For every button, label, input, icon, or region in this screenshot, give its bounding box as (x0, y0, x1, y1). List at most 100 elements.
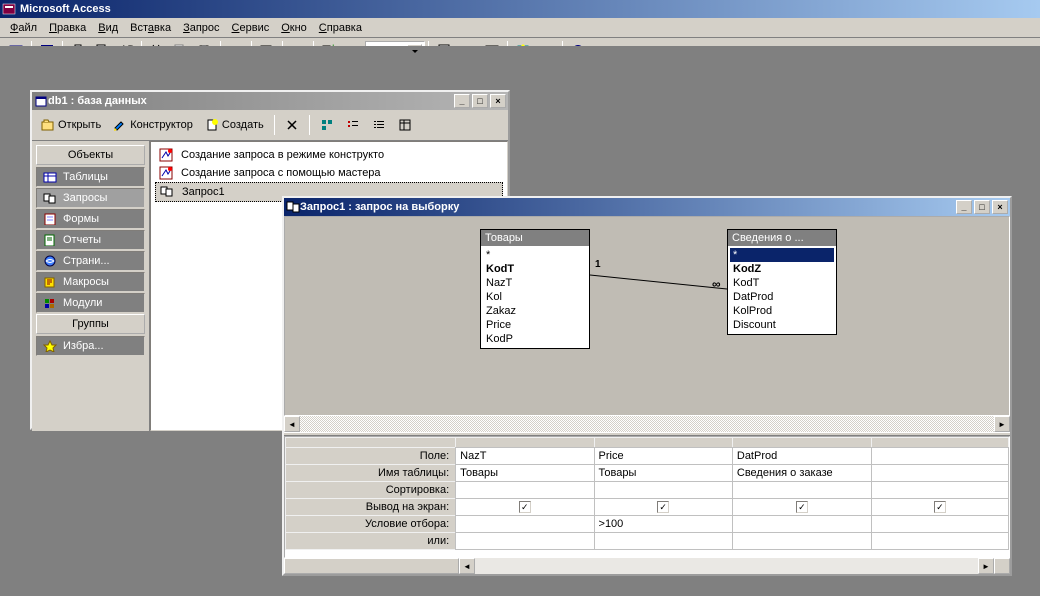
col-selector-0[interactable] (456, 438, 594, 448)
db-largeicons-btn[interactable] (316, 114, 338, 136)
col-selector-2[interactable] (732, 438, 871, 448)
db-design-btn[interactable]: Конструктор (108, 115, 198, 135)
tbl2-field-DatProd[interactable]: DatProd (730, 290, 834, 304)
grid-rowhdr-5: или: (286, 533, 456, 550)
menu-edit[interactable]: Правка (43, 20, 92, 36)
grid-cell-3-1[interactable]: ✓ (594, 499, 732, 516)
sidebar-item-1[interactable]: Запросы (36, 188, 145, 208)
col-selector-3[interactable] (871, 438, 1008, 448)
dbwin-titlebar[interactable]: db1 : база данных _ □ × (32, 92, 508, 110)
tbl1-field-NazT[interactable]: NazT (483, 276, 587, 290)
table-svedeniya-header[interactable]: Сведения о ... (728, 230, 836, 246)
grid-cell-1-0[interactable]: Товары (456, 465, 594, 482)
show-checkbox-0[interactable]: ✓ (519, 501, 531, 513)
grid-cell-4-2[interactable] (732, 516, 871, 533)
db-new-btn[interactable]: Создать (200, 115, 269, 135)
tbl1-field-KodT[interactable]: KodT (483, 262, 587, 276)
tbl2-field-KodT[interactable]: KodT (730, 276, 834, 290)
dbwin-max[interactable]: □ (472, 94, 488, 108)
list-item-0[interactable]: Создание запроса в режиме конструкто (155, 146, 503, 164)
grid-scroll-left-icon[interactable]: ◄ (459, 558, 475, 574)
table-svedeniya[interactable]: Сведения о ... *KodZKodTDatProdKolProdDi… (727, 229, 837, 335)
diagram-hscroll[interactable]: ◄ ► (284, 416, 1010, 432)
tbl1-field-Price[interactable]: Price (483, 318, 587, 332)
menu-help[interactable]: Справка (313, 20, 368, 36)
tbl2-field-KodZ[interactable]: KodZ (730, 262, 834, 276)
scroll-left-icon[interactable]: ◄ (284, 416, 300, 432)
db-delete-btn[interactable] (281, 114, 303, 136)
grid-cell-2-3[interactable] (871, 482, 1008, 499)
sidebar-item-4[interactable]: Страни... (36, 251, 145, 271)
tbl2-field-Discount[interactable]: Discount (730, 318, 834, 332)
db-groups-header[interactable]: Группы (36, 314, 145, 334)
menu-file[interactable]: Файл (4, 20, 43, 36)
query-icon (286, 200, 300, 214)
menu-insert[interactable]: Вставка (124, 20, 177, 36)
tbl2-field-KolProd[interactable]: KolProd (730, 304, 834, 318)
scroll-right-icon[interactable]: ► (994, 416, 1010, 432)
table-tovary-header[interactable]: Товары (481, 230, 589, 246)
qwin-close[interactable]: × (992, 200, 1008, 214)
show-checkbox-2[interactable]: ✓ (796, 501, 808, 513)
list-item-1[interactable]: Создание запроса с помощью мастера (155, 164, 503, 182)
grid-cell-2-0[interactable] (456, 482, 594, 499)
grid-cell-4-1[interactable]: >100 (594, 516, 732, 533)
menu-tools[interactable]: Сервис (226, 20, 276, 36)
grid-cell-3-3[interactable]: ✓ (871, 499, 1008, 516)
tbl1-field-Zakaz[interactable]: Zakaz (483, 304, 587, 318)
grid-cell-5-3[interactable] (871, 533, 1008, 550)
sidebar-item-2[interactable]: Формы (36, 209, 145, 229)
qwin-titlebar[interactable]: Запрос1 : запрос на выборку _ □ × (284, 198, 1010, 216)
grid-cell-0-3[interactable] (871, 448, 1008, 465)
grid-rowhdr-2: Сортировка: (286, 482, 456, 499)
grid-scroll-right-icon[interactable]: ► (978, 558, 994, 574)
db-list-btn[interactable] (368, 114, 390, 136)
show-checkbox-1[interactable]: ✓ (657, 501, 669, 513)
grid-cell-3-0[interactable]: ✓ (456, 499, 594, 516)
sidebar-item-3[interactable]: Отчеты (36, 230, 145, 250)
grid-cell-5-2[interactable] (732, 533, 871, 550)
grid-cell-2-1[interactable] (594, 482, 732, 499)
db-open-btn[interactable]: Открыть (36, 115, 106, 135)
db-group-favorites[interactable]: Избра... (36, 336, 145, 356)
grid-cell-1-2[interactable]: Сведения о заказе (732, 465, 871, 482)
grid-cell-1-3[interactable] (871, 465, 1008, 482)
table-tovary[interactable]: Товары *KodTNazTKolZakazPriceKodP (480, 229, 590, 349)
list-icon-1 (159, 166, 175, 180)
query-design-grid[interactable]: Поле:NazTPriceDatProdИмя таблицы:ТоварыТ… (285, 437, 1009, 550)
grid-cell-0-2[interactable]: DatProd (732, 448, 871, 465)
grid-cell-5-1[interactable] (594, 533, 732, 550)
show-checkbox-3[interactable]: ✓ (934, 501, 946, 513)
grid-cell-2-2[interactable] (732, 482, 871, 499)
tbl2-field-*[interactable]: * (730, 248, 834, 262)
dbwin-close[interactable]: × (490, 94, 506, 108)
db-details-btn[interactable] (394, 114, 416, 136)
grid-cell-5-0[interactable] (456, 533, 594, 550)
tbl1-field-KodP[interactable]: KodP (483, 332, 587, 346)
list-icon-2 (160, 185, 176, 199)
tbl1-field-*[interactable]: * (483, 248, 587, 262)
sidebar-item-5[interactable]: Макросы (36, 272, 145, 292)
sidebar-item-0[interactable]: Таблицы (36, 167, 145, 187)
menu-view[interactable]: Вид (92, 20, 124, 36)
grid-hscroll[interactable]: ◄ ► (284, 558, 1010, 574)
col-selector-1[interactable] (594, 438, 732, 448)
menu-query[interactable]: Запрос (177, 20, 225, 36)
grid-cell-0-1[interactable]: Price (594, 448, 732, 465)
db-icon (34, 94, 48, 108)
menu-window[interactable]: Окно (275, 20, 313, 36)
qwin-min[interactable]: _ (956, 200, 972, 214)
grid-cell-3-2[interactable]: ✓ (732, 499, 871, 516)
sidebar-item-6[interactable]: Модули (36, 293, 145, 313)
db-objects-header[interactable]: Объекты (36, 145, 145, 165)
grid-cell-1-1[interactable]: Товары (594, 465, 732, 482)
relationship-line[interactable] (590, 267, 727, 297)
tbl1-field-Kol[interactable]: Kol (483, 290, 587, 304)
grid-cell-0-0[interactable]: NazT (456, 448, 594, 465)
grid-cell-4-0[interactable] (456, 516, 594, 533)
query-diagram-pane[interactable]: Товары *KodTNazTKolZakazPriceKodP Сведен… (284, 216, 1010, 416)
db-smallicons-btn[interactable] (342, 114, 364, 136)
grid-cell-4-3[interactable] (871, 516, 1008, 533)
dbwin-min[interactable]: _ (454, 94, 470, 108)
qwin-max[interactable]: □ (974, 200, 990, 214)
